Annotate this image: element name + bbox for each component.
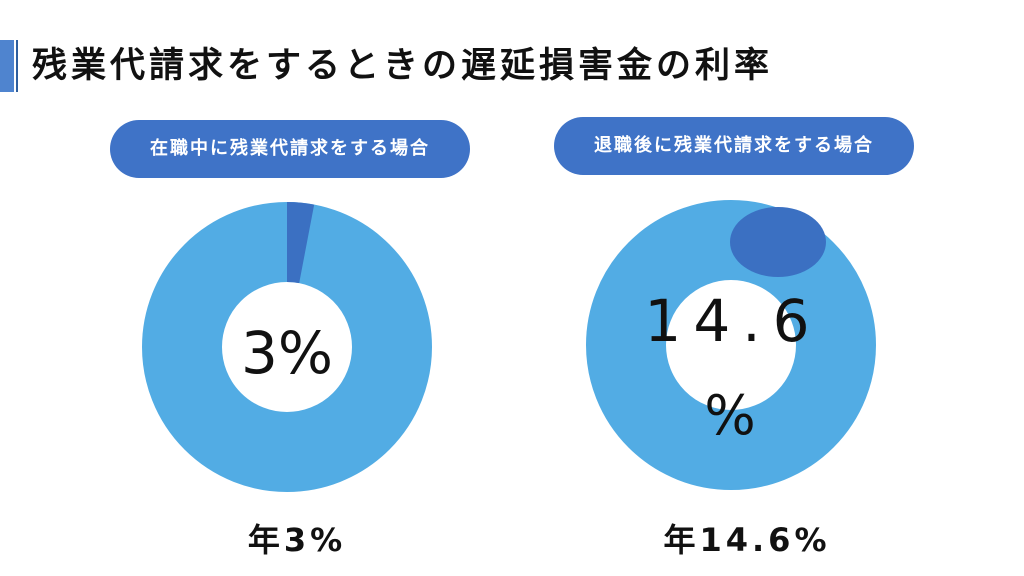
title-divider-line <box>16 40 18 92</box>
left-chart-heading: 在職中に残業代請求をする場合 <box>110 120 470 178</box>
title-accent-bar <box>0 40 14 92</box>
left-bottom-label: 年3% <box>247 521 347 559</box>
left-center-value: 3% <box>240 319 333 387</box>
right-donut-slice <box>730 207 826 277</box>
right-chart-heading: 退職後に残業代請求をする場合 <box>554 117 914 175</box>
right-bottom-label: 年14.6% <box>663 521 831 559</box>
left-donut-slice <box>287 202 315 284</box>
left-donut-chart <box>142 202 432 492</box>
right-donut-chart <box>586 200 876 490</box>
right-center-percent: % <box>704 384 756 447</box>
right-center-number: 14.6 <box>644 287 822 355</box>
page-title: 残業代請求をするときの遅延損害金の利率 <box>32 46 774 86</box>
